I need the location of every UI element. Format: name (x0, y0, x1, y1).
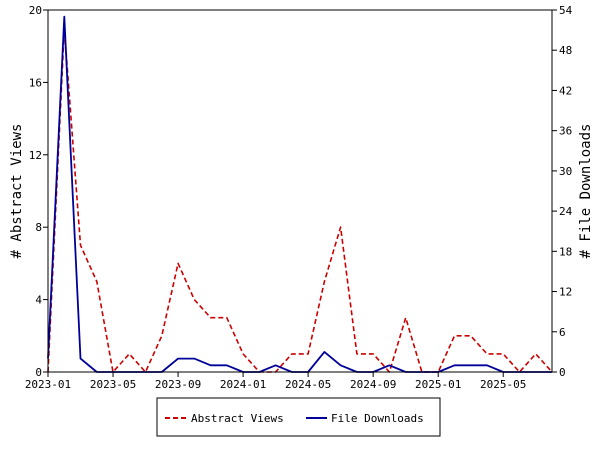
left-y-tick-label: 8 (35, 221, 42, 234)
x-tick-label: 2024-01 (220, 378, 266, 391)
series-line-abstract-views (47, 27, 553, 373)
right-y-tick-label: 54 (559, 4, 573, 17)
x-tick-label: 2025-05 (480, 378, 526, 391)
left-y-tick-label: 20 (29, 4, 42, 17)
left-y-tick-label: 4 (35, 294, 42, 307)
x-tick-label: 2024-05 (285, 378, 331, 391)
right-y-tick-label: 42 (559, 84, 572, 97)
x-tick-label: 2023-05 (90, 378, 136, 391)
plot-frame (47, 9, 553, 373)
x-tick-label: 2023-09 (155, 378, 201, 391)
left-y-axis-title: # Abstract Views (9, 124, 25, 259)
left-y-tick-label: 0 (35, 366, 42, 379)
legend-label-abstract-views: Abstract Views (191, 412, 284, 425)
right-y-tick-label: 48 (559, 44, 572, 57)
x-axis: 2023-01 2023-05 2023-09 2024-01 2024-05 2024-… (25, 372, 526, 391)
right-y-tick-label: 36 (559, 125, 572, 138)
legend: Abstract Views File Downloads (156, 397, 441, 437)
right-y-tick-label: 30 (559, 165, 572, 178)
legend-label-file-downloads: File Downloads (331, 412, 424, 425)
plot-area (47, 9, 553, 373)
left-y-tick-label: 16 (29, 76, 42, 89)
x-tick-label: 2025-01 (415, 378, 461, 391)
legend-box (156, 397, 441, 437)
right-y-tick-label: 12 (559, 286, 572, 299)
left-y-axis: 0 4 8 12 16 20 (29, 4, 48, 379)
right-y-axis-title: # File Downloads (578, 124, 594, 259)
right-y-tick-label: 18 (559, 245, 572, 258)
right-y-axis: 0 6 12 18 24 30 36 42 48 54 (552, 4, 573, 379)
right-y-tick-label: 0 (559, 366, 566, 379)
plot-background (48, 10, 552, 372)
right-y-tick-label: 24 (559, 205, 573, 218)
x-tick-label: 2024-09 (350, 378, 396, 391)
x-tick-label: 2023-01 (25, 378, 71, 391)
left-y-tick-label: 12 (29, 149, 42, 162)
right-y-tick-label: 6 (559, 326, 566, 339)
